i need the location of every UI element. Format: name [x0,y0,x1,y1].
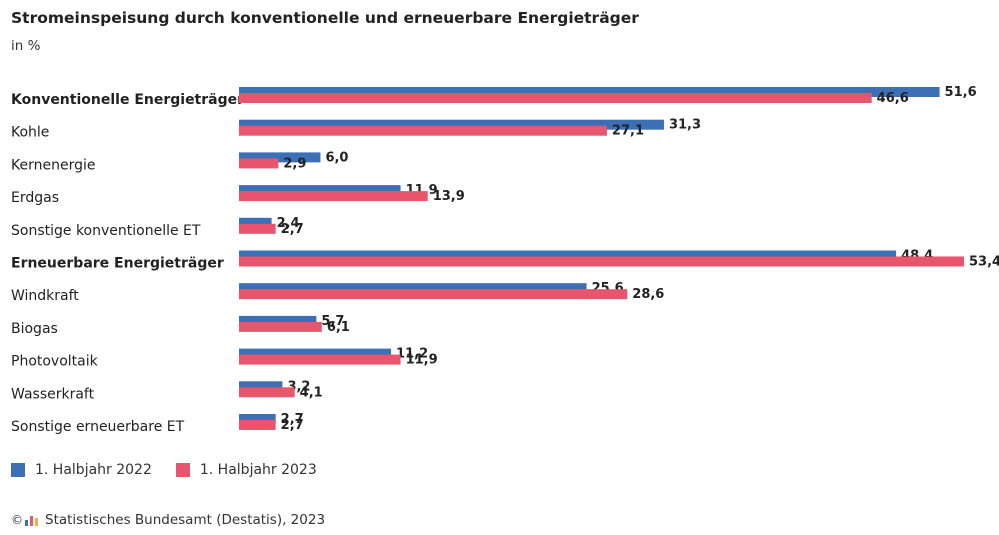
legend-swatch-2023 [175,463,190,477]
bar-2023 [239,191,428,202]
value-label-2023: 46,6 [877,91,909,106]
bar-2022 [239,119,664,130]
legend-swatch-2022 [11,463,25,477]
value-label-2022: 11,2 [396,347,428,362]
legend-item-2023: 1. Halbjahr 2023 [175,462,317,478]
bar-2022 [239,217,272,228]
bar-2023 [239,321,322,332]
source-line: © Statistisches Bundesamt (Destatis), 20… [11,512,325,528]
category-label: Windkraft [11,288,79,304]
value-label-2023: 53,4 [969,255,999,270]
value-label-2022: 2,7 [281,412,304,427]
category-label: Kohle [11,125,49,141]
source-text: Statistisches Bundesamt (Destatis), 2023 [45,512,326,528]
bar-2023 [239,158,279,169]
bar-2022 [239,185,401,196]
copyright-symbol: © [11,513,23,527]
bar-2023 [239,93,872,103]
category-label: Photovoltaik [11,354,99,370]
category-label: Sonstige erneuerbare ET [11,419,185,435]
value-label-2022: 31,3 [669,118,701,133]
bar-2023 [239,256,964,267]
value-label-2023: 6,1 [327,320,350,335]
category-label: Wasserkraft [11,386,95,402]
bar-2022 [239,152,321,163]
legend-label-2023: 1. Halbjahr 2023 [199,462,317,478]
category-label: Sonstige konventionelle ET [11,223,201,239]
legend-item-2022: 1. Halbjahr 2022 [11,462,152,478]
value-label-2022: 2,4 [277,216,300,231]
destatis-logo-icon [25,516,38,526]
chart-subtitle: in % [11,38,41,54]
category-label: Kernenergie [11,157,95,173]
legend-label-2022: 1. Halbjahr 2022 [35,462,152,478]
bar-2023 [239,354,401,365]
category-label: Erneuerbare Energieträger [11,256,224,272]
bar-2022 [239,283,587,294]
bar-2023 [239,387,295,398]
value-label-2023: 2,7 [281,418,304,433]
value-label-2022: 6,0 [325,150,348,165]
category-label: Erdgas [11,190,59,206]
value-label-2023: 13,9 [433,189,465,204]
value-label-2023: 27,1 [612,124,644,139]
bar-2022 [239,315,317,326]
bar-2022 [239,348,392,359]
value-label-2023: 2,9 [283,156,306,171]
bar-2023 [239,223,276,234]
value-label-2023: 2,7 [281,222,304,237]
value-label-2023: 4,1 [300,385,323,400]
legend: 1. Halbjahr 2022 1. Halbjahr 2023 [11,462,341,478]
value-label-2022: 51,6 [945,85,977,100]
bar-2022 [239,250,897,261]
category-label: Konventionelle Energieträger [11,92,244,108]
bar-2023 [239,289,628,300]
category-label: Biogas [11,321,58,337]
bar-2023 [239,420,276,430]
bar-2023 [239,125,607,136]
value-label-2023: 28,6 [632,287,664,302]
value-label-2022: 5,7 [321,314,344,329]
bar-2022 [239,414,276,424]
bar-2022 [239,87,940,97]
chart-title: Stromeinspeisung durch konventionelle un… [11,9,639,27]
bar-chart: Konventionelle Energieträger 51,6 46,6 Kohl… [11,85,999,435]
bar-2022 [239,381,283,392]
value-label-2023: 11,9 [406,353,438,368]
